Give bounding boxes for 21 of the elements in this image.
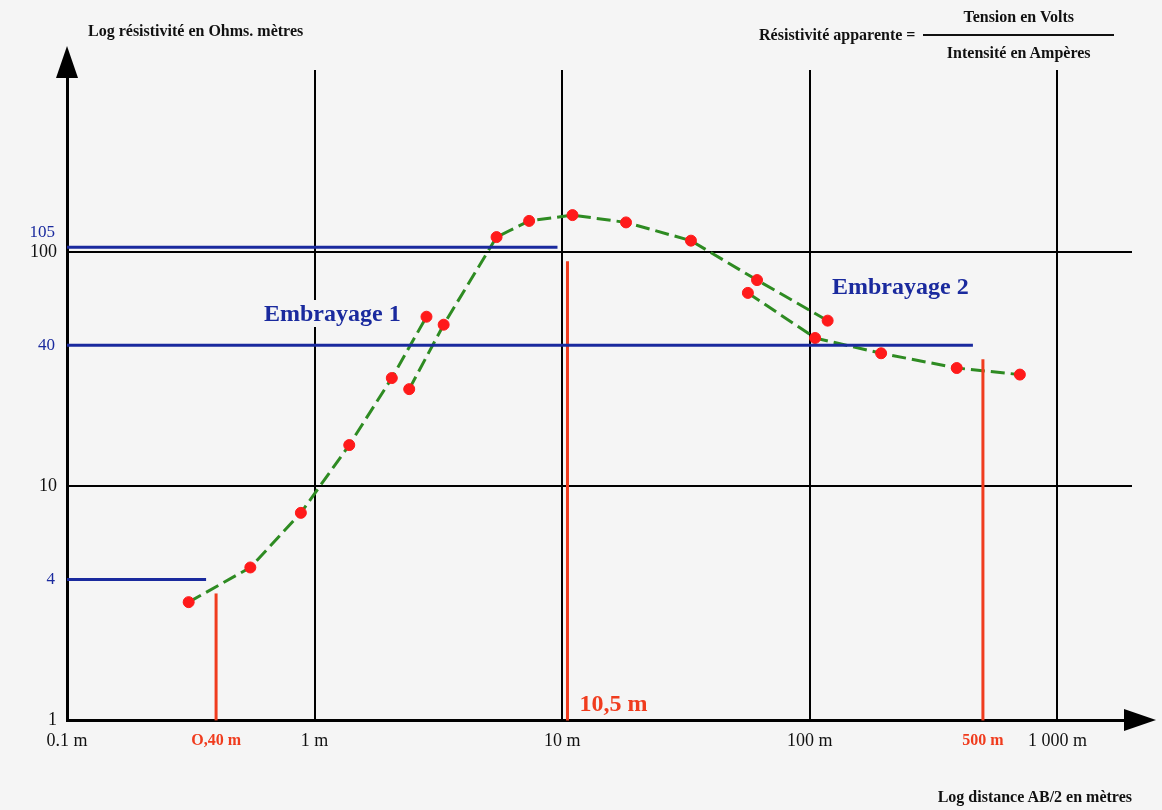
ref-line-label: 500 m <box>962 730 1005 748</box>
ref-line-label: 4 <box>46 568 56 588</box>
text: Résistivité apparente = <box>759 26 916 44</box>
annotation: Embrayage 2 <box>830 273 971 300</box>
text: Tension en Volts <box>923 8 1114 36</box>
y-tick-label: 10 <box>39 475 57 496</box>
x-tick-label: 1 000 m <box>1027 729 1087 750</box>
y-axis-title: Log résistivité en Ohms. mètres <box>88 22 304 40</box>
x-tick-label: 0.1 m <box>46 729 88 750</box>
text: Intensité en Ampères <box>946 43 1091 62</box>
ref-line-label: O,40 m <box>191 730 242 748</box>
y-tick-label: 100 <box>30 240 57 261</box>
x-tick-label: 100 m <box>787 729 833 750</box>
ref-line-label: 10,5 m <box>579 689 648 716</box>
x-tick-label: 1 m <box>300 729 329 750</box>
y-tick-label: 1 <box>48 709 57 730</box>
ref-line-label: 105 <box>29 222 55 242</box>
x-axis-title: Log distance AB/2 en mètres <box>937 788 1132 806</box>
ref-line-label: 40 <box>38 334 55 354</box>
x-tick-label: 10 m <box>543 729 581 750</box>
annotation: Embrayage 1 <box>262 300 403 327</box>
